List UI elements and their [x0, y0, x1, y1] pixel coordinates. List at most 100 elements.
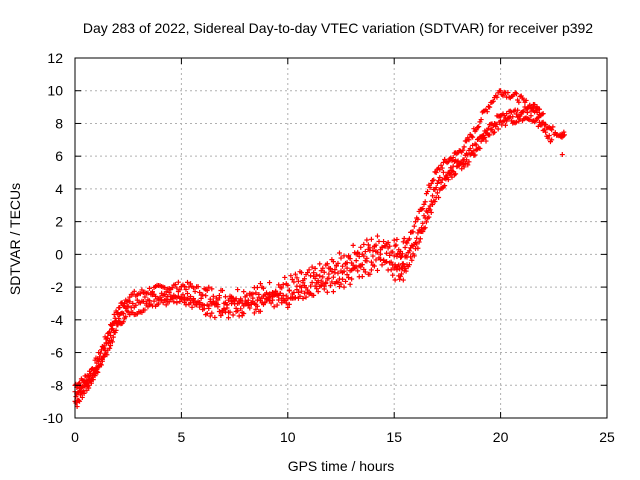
data-point	[151, 298, 157, 304]
data-point	[355, 268, 361, 274]
data-point	[292, 295, 298, 301]
data-point	[238, 296, 244, 302]
data-point	[409, 257, 415, 263]
data-point	[445, 159, 451, 165]
data-point	[329, 269, 335, 275]
data-point	[153, 293, 159, 299]
data-point	[364, 258, 370, 264]
data-point	[391, 253, 397, 259]
data-point	[201, 302, 207, 308]
data-point	[227, 309, 233, 315]
data-point	[432, 199, 438, 205]
data-point	[384, 250, 390, 256]
data-point	[232, 298, 238, 304]
data-point	[394, 254, 400, 260]
data-point	[198, 302, 204, 308]
data-point	[483, 138, 489, 144]
data-point	[561, 129, 567, 135]
y-tick-label: 8	[55, 115, 63, 131]
data-point	[273, 289, 279, 295]
data-point	[123, 314, 129, 320]
data-point	[206, 284, 212, 290]
data-point	[270, 289, 276, 295]
data-point	[408, 254, 414, 260]
data-point	[439, 165, 445, 171]
data-point	[455, 158, 461, 164]
y-tick-label: 2	[55, 214, 63, 230]
data-point	[379, 244, 385, 250]
data-point	[338, 255, 344, 261]
data-point	[212, 315, 218, 321]
y-tick-label: -4	[51, 312, 64, 328]
data-point	[131, 288, 137, 294]
data-point	[550, 124, 556, 130]
data-point	[248, 301, 254, 307]
data-point	[382, 243, 388, 249]
data-point	[254, 284, 260, 290]
data-point	[346, 254, 352, 260]
plot-frame	[74, 57, 608, 419]
data-point	[341, 284, 347, 290]
data-point	[241, 310, 247, 316]
data-point	[180, 296, 186, 302]
data-point	[85, 372, 91, 378]
data-point	[306, 267, 312, 273]
data-point	[513, 111, 519, 117]
x-tick-label: 0	[71, 429, 79, 445]
data-point	[94, 369, 100, 375]
data-point	[490, 98, 496, 104]
data-point	[162, 285, 168, 291]
data-point	[303, 294, 309, 300]
data-point	[387, 252, 393, 258]
data-point	[163, 302, 169, 308]
data-point	[394, 267, 400, 273]
data-point	[215, 304, 221, 310]
data-point	[140, 298, 146, 304]
data-point	[120, 319, 126, 325]
data-point	[398, 265, 404, 271]
data-point	[430, 193, 436, 199]
data-point	[210, 300, 216, 306]
data-point	[502, 122, 508, 128]
data-point	[470, 134, 476, 140]
data-point	[130, 291, 136, 297]
data-point	[361, 253, 367, 259]
data-point	[523, 106, 529, 112]
data-point	[336, 284, 342, 290]
data-point	[311, 292, 317, 298]
data-point	[327, 266, 333, 272]
data-point	[312, 283, 318, 289]
series-4	[74, 152, 565, 410]
data-point	[315, 289, 321, 295]
data-point	[524, 109, 530, 115]
data-point	[133, 302, 139, 308]
data-point	[411, 253, 417, 259]
y-tick-label: 0	[55, 246, 63, 262]
data-point	[321, 283, 327, 289]
data-point	[343, 260, 349, 266]
data-point	[127, 299, 133, 305]
data-point	[247, 305, 253, 311]
data-point	[270, 297, 276, 303]
data-point	[162, 292, 168, 298]
data-point	[107, 345, 113, 351]
data-point	[186, 284, 192, 290]
data-point	[332, 267, 338, 273]
data-point	[478, 138, 484, 144]
data-point	[466, 159, 472, 165]
data-point	[461, 144, 467, 150]
data-point	[400, 261, 406, 267]
data-point	[294, 275, 300, 281]
data-point	[305, 287, 311, 293]
data-point	[216, 309, 222, 315]
data-point	[188, 281, 194, 287]
data-point	[298, 270, 304, 276]
data-point	[376, 238, 382, 244]
data-point	[436, 194, 442, 200]
data-point	[295, 289, 301, 295]
data-point	[82, 384, 88, 390]
data-point	[300, 295, 306, 301]
data-point	[257, 281, 263, 287]
